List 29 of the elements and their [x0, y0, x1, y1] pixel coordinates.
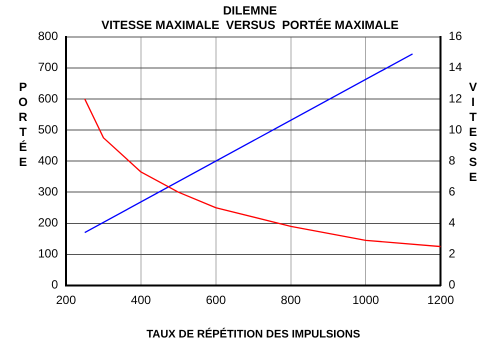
x-tick-label: 1200: [427, 292, 454, 307]
x-axis-title: TAUX DE RÉPÉTITION DES IMPULSIONS: [146, 327, 360, 340]
y-tick-label: 500: [38, 122, 58, 136]
y2-tick-label: 0: [448, 278, 456, 292]
y2-tick-label: 4: [448, 216, 456, 230]
y2-tick-label: 16: [448, 29, 462, 44]
y-tick-label: 600: [38, 91, 58, 106]
x-tick-label: 1000: [352, 292, 380, 307]
y2-tick-label: 8: [448, 153, 456, 168]
y2-tick-label: 2: [448, 246, 456, 261]
chart-title: DILEMNE: [223, 4, 277, 18]
chart-subtitle: VITESSE MAXIMALE VERSUS PORTÉE MAXIMALE: [101, 18, 399, 32]
y-tick-label: 300: [38, 184, 58, 198]
y2-tick-label: 14: [448, 60, 462, 74]
y2-tick-label: 6: [448, 184, 456, 198]
y-tick-label: 800: [38, 29, 58, 44]
x-tick-label: 200: [56, 292, 76, 307]
x-tick-label: 800: [280, 292, 302, 307]
y-axis-title: PORTÉE: [17, 80, 29, 170]
y-tick-label: 200: [38, 216, 58, 230]
y-tick-label: 0: [51, 278, 58, 292]
y-tick-label: 400: [38, 153, 58, 168]
x-tick-label: 400: [130, 292, 152, 307]
y2-tick-label: 12: [448, 91, 462, 106]
y2-axis-title: VITESSE: [468, 80, 478, 185]
y-tick-label: 700: [38, 60, 58, 74]
x-tick-label: 600: [206, 292, 226, 307]
y-tick-label: 100: [38, 246, 58, 261]
y2-tick-label: 10: [448, 122, 462, 136]
